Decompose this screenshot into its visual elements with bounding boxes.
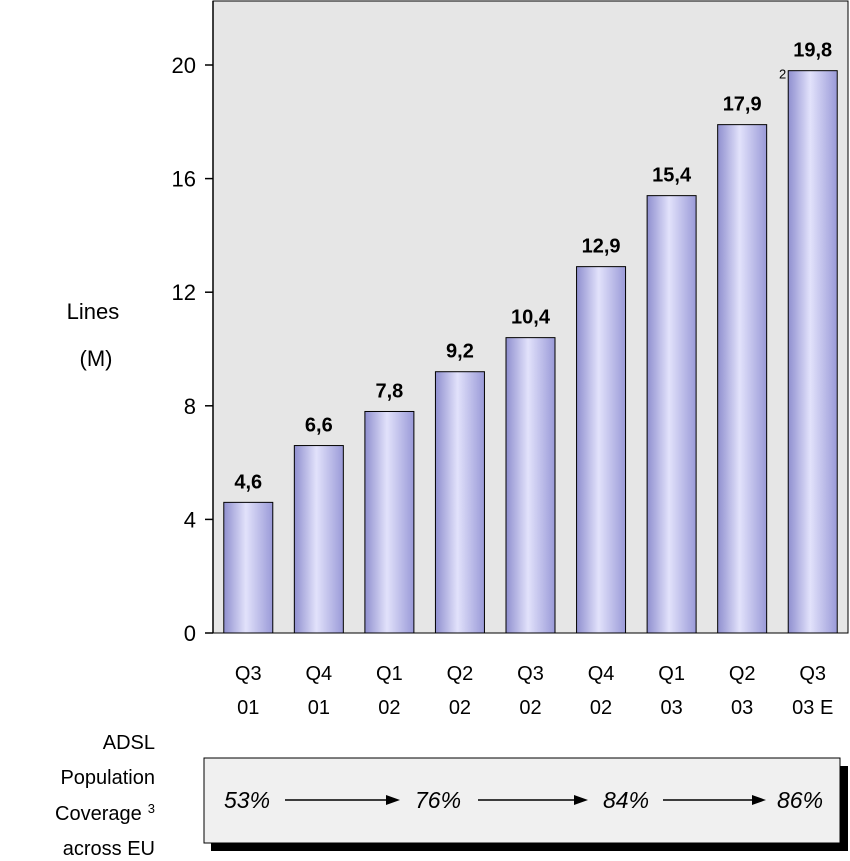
value-label: 10,4 xyxy=(511,307,551,329)
coverage-value-4: 86% xyxy=(777,787,823,813)
x-category-label: Q3 01 xyxy=(235,663,262,719)
coverage-value-3: 84% xyxy=(603,787,649,813)
bar xyxy=(505,337,556,634)
bar xyxy=(576,266,627,634)
value-label: 17,9 xyxy=(723,94,762,116)
x-category-label-line: Q3 xyxy=(235,663,262,685)
x-category-label-line: 02 xyxy=(590,697,612,719)
x-category-label: Q1 02 xyxy=(376,663,403,719)
coverage-footnote-marker: 3 xyxy=(148,801,155,816)
x-category-label: Q1 03 xyxy=(658,663,685,719)
y-axis-label-line-2: (M) xyxy=(80,346,113,371)
value-label: 4,6 xyxy=(234,471,262,493)
x-category-label: Q3 02 xyxy=(517,663,544,719)
y-tick-label: 12 xyxy=(172,280,196,305)
bars-group xyxy=(223,70,838,634)
x-category-label: Q2 02 xyxy=(447,663,474,719)
y-tick-label: 16 xyxy=(172,167,196,192)
coverage-label-line-3: Coverage 3 xyxy=(55,801,155,825)
bar xyxy=(223,501,274,634)
x-category-label-line: 03 xyxy=(731,697,753,719)
x-category-label-line: 03 xyxy=(660,697,682,719)
x-categories-group: Q3 01 Q4 01 Q1 02 Q2 02 Q3 02 Q4 02 Q1 03 Q2 03 Q3 03 E xyxy=(235,663,833,719)
x-category-label-line: 01 xyxy=(237,697,259,719)
coverage-arrow-1 xyxy=(285,795,400,805)
x-category-label-line: Q3 xyxy=(517,663,544,685)
bar xyxy=(787,70,838,634)
value-label: 15,4 xyxy=(652,165,692,187)
bar xyxy=(434,371,485,634)
x-category-label-line: Q1 xyxy=(658,663,685,685)
x-category-label-line: Q4 xyxy=(305,663,332,685)
coverage-label-line-1: ADSL xyxy=(103,732,155,754)
x-category-label-line: 03 E xyxy=(792,697,833,719)
x-category-label-line: Q1 xyxy=(376,663,403,685)
x-category-label-line: 02 xyxy=(449,697,471,719)
x-category-label-line: Q2 xyxy=(729,663,756,685)
x-category-label-line: Q2 xyxy=(447,663,474,685)
x-category-label-line: Q4 xyxy=(588,663,615,685)
y-tick-label: 0 xyxy=(184,621,196,646)
coverage-label-line-3-text: Coverage xyxy=(55,803,142,825)
value-footnote-marker: 2 xyxy=(779,67,786,82)
value-label: 19,8 xyxy=(793,40,832,62)
x-category-label: Q3 03 E xyxy=(792,663,833,719)
x-category-label-line: 02 xyxy=(519,697,541,719)
bar xyxy=(364,410,415,634)
y-tick-label: 20 xyxy=(172,53,196,78)
coverage-arrow-3 xyxy=(663,795,766,805)
value-labels-group: 4,6 6,6 7,8 9,2 10,4 12,9 15,4 17,9 19,8 2 xyxy=(234,40,832,494)
value-label: 9,2 xyxy=(446,341,474,363)
value-label: 6,6 xyxy=(305,415,333,437)
bar xyxy=(646,195,697,634)
y-tick-label: 4 xyxy=(184,507,196,532)
coverage-label-line-4: across EU xyxy=(63,838,155,860)
y-axis-label: Lines (M) xyxy=(67,299,126,371)
x-category-label: Q2 03 xyxy=(729,663,756,719)
value-label: 12,9 xyxy=(582,236,621,258)
x-category-label: Q4 02 xyxy=(588,663,615,719)
coverage-label-line-2: Population xyxy=(60,767,155,789)
bar xyxy=(717,124,768,634)
x-category-label-line: Q3 xyxy=(799,663,826,685)
x-category-label: Q4 01 xyxy=(305,663,332,719)
y-tick-label: 8 xyxy=(184,394,196,419)
coverage-value-2: 76% xyxy=(415,787,461,813)
x-category-label-line: 02 xyxy=(378,697,400,719)
y-axis-label-line-1: Lines xyxy=(67,299,120,324)
bar xyxy=(293,445,344,634)
y-ticks-group: 0 4 8 12 16 20 xyxy=(172,53,213,646)
x-category-label-line: 01 xyxy=(308,697,330,719)
value-label: 7,8 xyxy=(375,380,403,402)
coverage-value-1: 53% xyxy=(224,787,270,813)
coverage-arrow-2 xyxy=(478,795,588,805)
